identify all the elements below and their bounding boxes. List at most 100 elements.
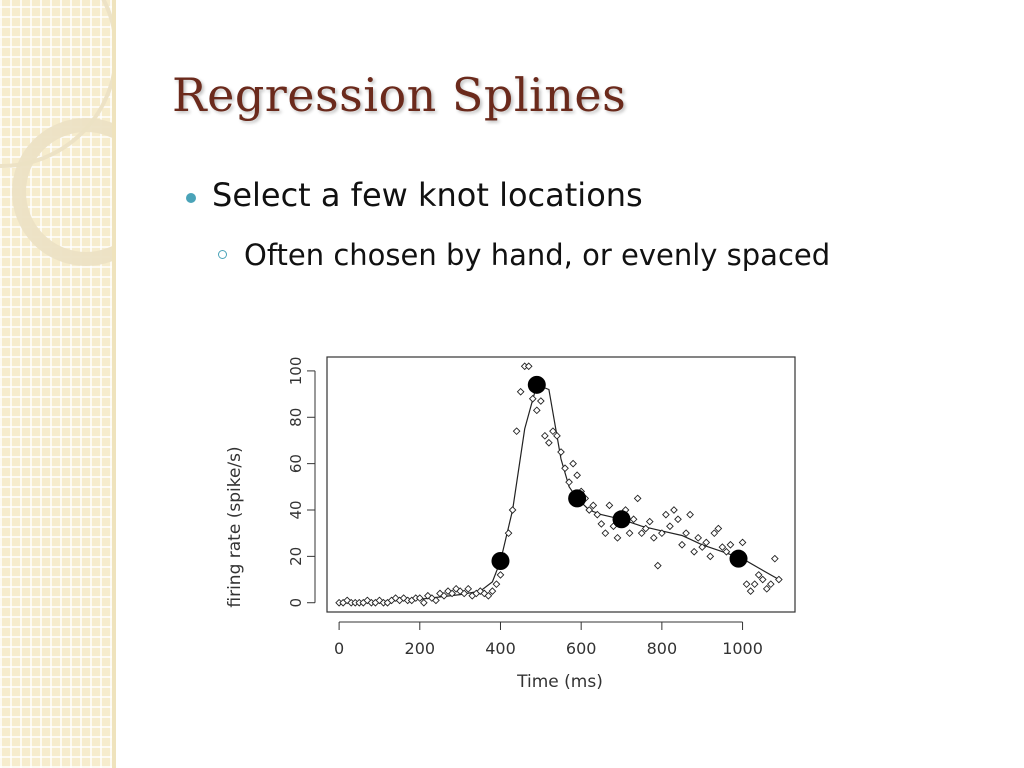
data-point [601, 529, 610, 538]
data-point [593, 510, 602, 519]
data-point [770, 554, 779, 563]
data-point [750, 580, 759, 589]
data-point [464, 584, 473, 593]
data-point [649, 533, 658, 542]
data-point [549, 427, 557, 436]
data-point [742, 580, 751, 589]
data-point [722, 547, 731, 556]
data-point [641, 524, 650, 533]
data-point [440, 591, 448, 600]
x-tick-label: 0 [334, 639, 344, 658]
spline-fit-line [339, 383, 780, 604]
x-axis-label: Time (ms) [516, 672, 603, 692]
data-point [710, 529, 719, 538]
data-point [512, 427, 521, 436]
data-point [605, 501, 614, 510]
slide-title: Regression Splines [172, 68, 627, 122]
data-point [597, 520, 606, 528]
knot-point [612, 510, 631, 529]
data-point [762, 584, 771, 593]
sidebar-edge [112, 0, 116, 768]
data-point [682, 529, 690, 538]
bullet-level-1: Select a few knot locations [186, 176, 643, 214]
y-tick-label: 20 [287, 547, 305, 566]
data-point [496, 571, 505, 579]
data-point [460, 589, 469, 598]
data-point [569, 459, 577, 468]
data-point [545, 438, 553, 447]
data-point [532, 406, 541, 415]
x-tick-label: 200 [405, 639, 436, 658]
knot-point [491, 552, 510, 570]
data-point [714, 524, 723, 533]
data-point [645, 517, 654, 526]
data-point [625, 529, 634, 538]
data-point [488, 587, 497, 595]
x-tick-label: 800 [647, 639, 678, 658]
data-point [633, 494, 642, 503]
bullet-text: Select a few knot locations [212, 176, 643, 214]
data-point [573, 471, 581, 480]
x-tick-label: 600 [566, 639, 597, 658]
data-point [766, 580, 775, 589]
data-point [670, 506, 678, 514]
sub-bullet-text: Often chosen by hand, or evenly spaced [244, 238, 831, 272]
data-point [553, 431, 561, 440]
bullet-dot-icon [186, 193, 196, 203]
data-point [375, 596, 384, 605]
data-point [694, 533, 703, 542]
data-point [726, 540, 735, 549]
plot-frame [326, 356, 796, 613]
data-point [758, 575, 767, 584]
data-point [492, 580, 501, 589]
data-point [516, 387, 525, 396]
data-point [686, 510, 694, 519]
knot-point [568, 489, 587, 508]
y-tick-label: 0 [287, 598, 305, 608]
bullet-ring-icon [218, 250, 227, 259]
data-point [678, 540, 686, 549]
knot-point [729, 549, 748, 568]
data-point [524, 362, 533, 371]
data-point [415, 594, 424, 602]
data-point [746, 587, 755, 595]
data-point [690, 547, 698, 556]
y-tick-label: 80 [287, 408, 305, 427]
data-point [706, 552, 715, 561]
data-point [658, 529, 666, 538]
data-point [585, 506, 594, 514]
data-point [629, 515, 638, 524]
data-point [674, 515, 682, 524]
data-point [432, 596, 440, 605]
data-point [754, 571, 763, 579]
data-point [738, 538, 747, 547]
data-point [662, 510, 670, 519]
data-point [561, 464, 569, 473]
data-point [484, 591, 493, 600]
data-point [718, 543, 727, 551]
data-point [698, 543, 707, 551]
data-point [637, 529, 646, 538]
data-point [775, 575, 783, 584]
y-tick-label: 60 [287, 454, 305, 473]
data-point [541, 431, 549, 440]
y-tick-label: 40 [287, 500, 305, 519]
x-tick-label: 400 [485, 639, 516, 658]
data-point [536, 397, 545, 405]
data-point [589, 501, 598, 510]
knot-point [527, 375, 546, 394]
data-point [419, 598, 428, 607]
data-point [508, 506, 517, 514]
data-point [666, 522, 674, 531]
data-point [504, 529, 513, 538]
x-tick-label: 1000 [722, 639, 763, 658]
data-point [565, 478, 573, 487]
data-point [653, 561, 662, 570]
bullet-level-2: Often chosen by hand, or evenly spaced [218, 238, 830, 272]
data-point [702, 538, 711, 547]
data-point [557, 448, 565, 456]
y-tick-label: 100 [287, 357, 305, 386]
y-axis-label: firing rate (spike/s) [225, 446, 245, 607]
data-point [613, 533, 622, 542]
